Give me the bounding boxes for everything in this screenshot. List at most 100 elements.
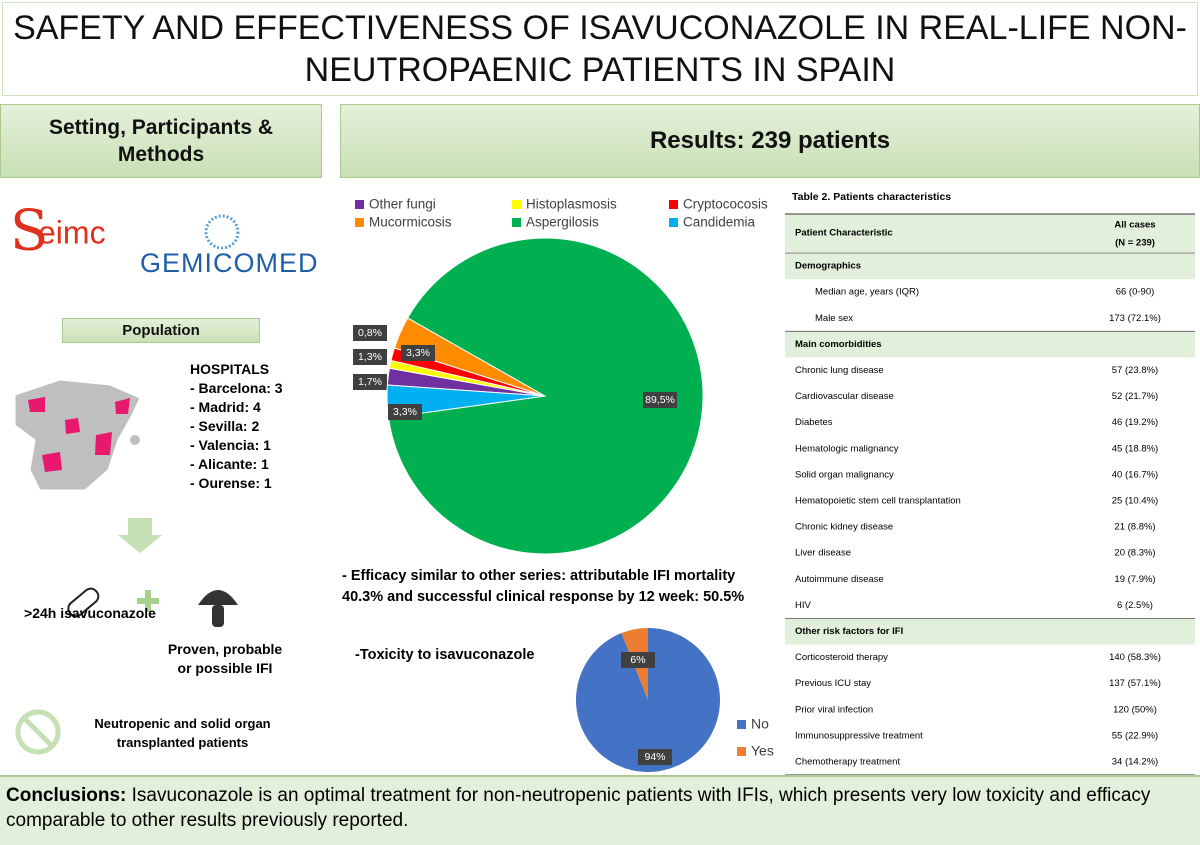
table-cell: 25 (10.4%) — [1112, 495, 1158, 506]
data-label: 6% — [630, 654, 645, 666]
legend-swatch — [355, 218, 364, 227]
table-cell: Corticosteroid therapy — [795, 652, 888, 663]
table-cell: Solid organ malignancy — [795, 469, 894, 480]
prohibition-icon — [22, 716, 54, 748]
legend-swatch — [737, 747, 746, 756]
mushroom-icon — [198, 590, 238, 605]
pill-icon — [67, 587, 100, 618]
conclusions: Conclusions: Isavuconazole is an optimal… — [0, 775, 1200, 845]
table-title: Table 2. Patients characteristics — [792, 191, 951, 203]
table-cell: 46 (19.2%) — [1112, 417, 1158, 428]
table-section: Main comorbidities — [795, 339, 882, 350]
legend-label: Candidemia — [683, 215, 756, 230]
prohibition-icon — [15, 709, 61, 755]
legend-swatch — [512, 218, 521, 227]
table-header: (N = 239) — [1115, 238, 1155, 249]
map-region — [42, 452, 62, 472]
table-cell: 140 (58.3%) — [1109, 652, 1161, 663]
table-cell: 52 (21.7%) — [1112, 391, 1158, 402]
hospital: - Sevilla: 2 — [190, 418, 260, 434]
data-label: 89,5% — [645, 394, 675, 406]
legend-swatch — [737, 720, 746, 729]
legend-label: No — [751, 716, 769, 732]
map-region — [95, 432, 112, 455]
table-section-bg — [785, 331, 1195, 358]
data-label: 0,8% — [358, 327, 382, 339]
hospital: - Ourense: 1 — [190, 475, 272, 491]
map-region — [28, 397, 45, 412]
legend-label: Mucormicosis — [369, 215, 452, 230]
table-cell: Liver disease — [795, 548, 851, 559]
legend-swatch — [669, 218, 678, 227]
table-cell: 45 (18.8%) — [1112, 443, 1158, 454]
table-cell: Immunosuppressive treatment — [795, 730, 923, 741]
plus-icon — [137, 590, 159, 612]
legend-swatch — [669, 200, 678, 209]
legend-label: Histoplasmosis — [526, 197, 617, 212]
table-section-bg — [785, 618, 1195, 645]
data-label: 1,7% — [358, 376, 382, 388]
table-cell: 40 (16.7%) — [1112, 469, 1158, 480]
logo-s: S — [10, 199, 48, 264]
data-label: 3,3% — [406, 347, 430, 359]
map-region — [65, 418, 80, 434]
legend-label: Aspergilosis — [526, 215, 599, 230]
label-bg — [353, 325, 387, 341]
exclusion: Neutropenic and solid organ transplanted… — [94, 716, 271, 750]
table-cell: 137 (57.1%) — [1109, 678, 1161, 689]
legend-swatch — [355, 200, 364, 209]
table-header-bg — [785, 214, 1195, 252]
methods-heading: Setting, Participants & Methods — [0, 104, 322, 178]
hospital-list: HOSPITALS - Barcelona: 3 - Madrid: 4 - Sev… — [190, 360, 283, 493]
table-cell: 173 (72.1%) — [1109, 313, 1161, 324]
hospital: - Barcelona: 3 — [190, 380, 283, 396]
table-cell: Male sex — [815, 313, 853, 324]
spain-map — [14, 379, 141, 491]
table-cell: Cardiovascular disease — [795, 391, 894, 402]
table-cell: 120 (50%) — [1113, 704, 1157, 715]
legend-label: Yes — [751, 743, 774, 759]
population-label: Population — [62, 318, 260, 343]
legend-label: Cryptococosis — [683, 197, 768, 212]
table-cell: HIV — [795, 600, 812, 611]
data-label: 3,3% — [393, 406, 417, 418]
label-bg — [353, 374, 387, 390]
hospital: - Madrid: 4 — [190, 399, 261, 415]
table-cell: 21 (8.8%) — [1114, 522, 1155, 533]
conclusions-label: Conclusions: — [6, 785, 127, 806]
title: SAFETY AND EFFECTIVENESS OF ISAVUCONAZOL… — [2, 2, 1198, 96]
table-cell: Hematopoietic stem cell transplantation — [795, 495, 961, 506]
table-header: Patient Characteristic — [795, 228, 893, 239]
table-section: Demographics — [795, 261, 861, 272]
hospitals: - Barcelona: 3 - Madrid: 4 - Sevilla: 2 - V… — [190, 379, 283, 493]
label-bg — [621, 652, 655, 668]
logo-text: eimc — [38, 214, 106, 250]
pie-slice — [576, 628, 721, 772]
table-cell: Autoimmune disease — [795, 574, 884, 585]
table-cell: 57 (23.8%) — [1112, 365, 1158, 376]
arrow — [118, 518, 162, 553]
table-header: All cases — [1114, 220, 1155, 231]
label-bg — [401, 345, 435, 361]
table-cell: 6 (2.5%) — [1117, 600, 1153, 611]
data-label: 94% — [644, 751, 665, 763]
table-cell: Diabetes — [795, 417, 833, 428]
table-cell: 20 (8.3%) — [1114, 548, 1155, 559]
table-cell: Chronic kidney disease — [795, 522, 893, 533]
pie-slice — [387, 237, 704, 555]
table-cell: Prior viral infection — [795, 704, 873, 715]
table-cell: 34 (14.2%) — [1112, 756, 1158, 767]
table-cell: 66 (0-90) — [1116, 287, 1155, 298]
criterion: Proven, probable or possible IFI — [167, 641, 283, 676]
hospital: - Valencia: 1 — [190, 437, 271, 453]
efficacy-note: - Efficacy similar to other series: attr… — [342, 568, 745, 605]
mushroom-icon — [212, 605, 224, 627]
legend-swatch — [512, 200, 521, 209]
conclusions-text: Isavuconazole is an optimal treatment fo… — [6, 785, 1151, 831]
logo-text: GEMICOMED — [140, 248, 319, 278]
table-cell: 19 (7.9%) — [1114, 574, 1155, 585]
criterion: >24h isavuconazole — [24, 605, 156, 621]
label-bg — [638, 749, 672, 765]
